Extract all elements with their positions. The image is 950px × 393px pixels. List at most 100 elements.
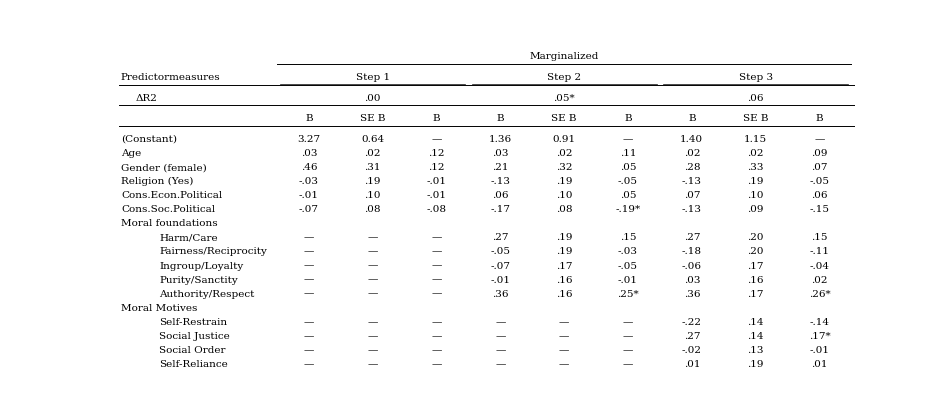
Text: —: —	[368, 275, 378, 285]
Text: 3.27: 3.27	[297, 135, 320, 144]
Text: Predictormeasures: Predictormeasures	[121, 73, 220, 82]
Text: .19: .19	[556, 248, 573, 257]
Text: -.13: -.13	[682, 205, 702, 214]
Text: .13: .13	[748, 346, 764, 355]
Text: 0.64: 0.64	[361, 135, 385, 144]
Text: —: —	[368, 346, 378, 355]
Text: -.06: -.06	[682, 262, 702, 270]
Text: -.03: -.03	[299, 177, 319, 186]
Text: .28: .28	[684, 163, 700, 172]
Text: —: —	[814, 135, 825, 144]
Text: Religion (Yes): Religion (Yes)	[121, 177, 194, 186]
Text: Fairness/Reciprocity: Fairness/Reciprocity	[160, 248, 267, 257]
Text: .07: .07	[811, 163, 827, 172]
Text: .01: .01	[811, 360, 827, 369]
Text: —: —	[623, 360, 634, 369]
Text: .17: .17	[748, 290, 764, 299]
Text: .20: .20	[748, 233, 764, 242]
Text: -.05: -.05	[618, 262, 638, 270]
Text: -.01: -.01	[490, 275, 510, 285]
Text: .06: .06	[748, 94, 764, 103]
Text: —: —	[431, 318, 442, 327]
Text: .19: .19	[556, 177, 573, 186]
Text: -.01: -.01	[618, 275, 638, 285]
Text: Cons.Soc.Political: Cons.Soc.Political	[121, 205, 215, 214]
Text: —: —	[304, 233, 314, 242]
Text: -.01: -.01	[427, 191, 446, 200]
Text: Self-Restrain: Self-Restrain	[160, 318, 227, 327]
Text: .08: .08	[556, 205, 573, 214]
Text: .27: .27	[492, 233, 508, 242]
Text: -.13: -.13	[490, 177, 510, 186]
Text: —: —	[623, 318, 634, 327]
Text: —: —	[431, 275, 442, 285]
Text: —: —	[495, 318, 505, 327]
Text: .05*: .05*	[553, 94, 575, 103]
Text: .06: .06	[492, 191, 508, 200]
Text: .02: .02	[811, 275, 827, 285]
Text: .27: .27	[684, 332, 700, 341]
Text: —: —	[368, 360, 378, 369]
Text: .02: .02	[365, 149, 381, 158]
Text: Harm/Care: Harm/Care	[160, 233, 218, 242]
Text: —: —	[304, 290, 314, 299]
Text: —: —	[368, 233, 378, 242]
Text: .26*: .26*	[808, 290, 830, 299]
Text: .10: .10	[365, 191, 381, 200]
Text: Social Justice: Social Justice	[160, 332, 230, 341]
Text: Marginalized: Marginalized	[529, 52, 598, 61]
Text: .10: .10	[748, 191, 764, 200]
Text: -.01: -.01	[299, 191, 319, 200]
Text: —: —	[623, 346, 634, 355]
Text: .17: .17	[556, 262, 573, 270]
Text: —: —	[304, 248, 314, 257]
Text: —: —	[431, 233, 442, 242]
Text: -.05: -.05	[809, 177, 829, 186]
Text: .02: .02	[556, 149, 573, 158]
Text: —: —	[495, 346, 505, 355]
Text: B: B	[305, 114, 313, 123]
Text: —: —	[431, 346, 442, 355]
Text: —: —	[304, 262, 314, 270]
Text: B: B	[624, 114, 632, 123]
Text: .05: .05	[619, 163, 636, 172]
Text: B: B	[433, 114, 441, 123]
Text: —: —	[304, 332, 314, 341]
Text: -.01: -.01	[427, 177, 446, 186]
Text: .16: .16	[556, 275, 573, 285]
Text: ΔR2: ΔR2	[136, 94, 158, 103]
Text: -.22: -.22	[682, 318, 702, 327]
Text: —: —	[431, 332, 442, 341]
Text: .07: .07	[684, 191, 700, 200]
Text: 1.15: 1.15	[744, 135, 768, 144]
Text: Step 2: Step 2	[547, 73, 581, 82]
Text: .21: .21	[492, 163, 508, 172]
Text: -.17: -.17	[490, 205, 510, 214]
Text: 1.40: 1.40	[680, 135, 703, 144]
Text: -.08: -.08	[427, 205, 446, 214]
Text: -.01: -.01	[809, 346, 829, 355]
Text: .09: .09	[748, 205, 764, 214]
Text: .19: .19	[748, 177, 764, 186]
Text: .09: .09	[811, 149, 827, 158]
Text: —: —	[304, 275, 314, 285]
Text: —: —	[431, 248, 442, 257]
Text: —: —	[559, 332, 569, 341]
Text: B: B	[688, 114, 695, 123]
Text: .27: .27	[684, 233, 700, 242]
Text: —: —	[559, 318, 569, 327]
Text: .03: .03	[492, 149, 508, 158]
Text: Social Order: Social Order	[160, 346, 226, 355]
Text: .19: .19	[748, 360, 764, 369]
Text: .06: .06	[811, 191, 827, 200]
Text: .20: .20	[748, 248, 764, 257]
Text: 1.36: 1.36	[489, 135, 512, 144]
Text: -.07: -.07	[299, 205, 319, 214]
Text: —: —	[431, 360, 442, 369]
Text: -.15: -.15	[809, 205, 829, 214]
Text: -.04: -.04	[809, 262, 829, 270]
Text: Authority/Respect: Authority/Respect	[160, 290, 255, 299]
Text: .11: .11	[619, 149, 636, 158]
Text: —: —	[623, 332, 634, 341]
Text: -.11: -.11	[809, 248, 829, 257]
